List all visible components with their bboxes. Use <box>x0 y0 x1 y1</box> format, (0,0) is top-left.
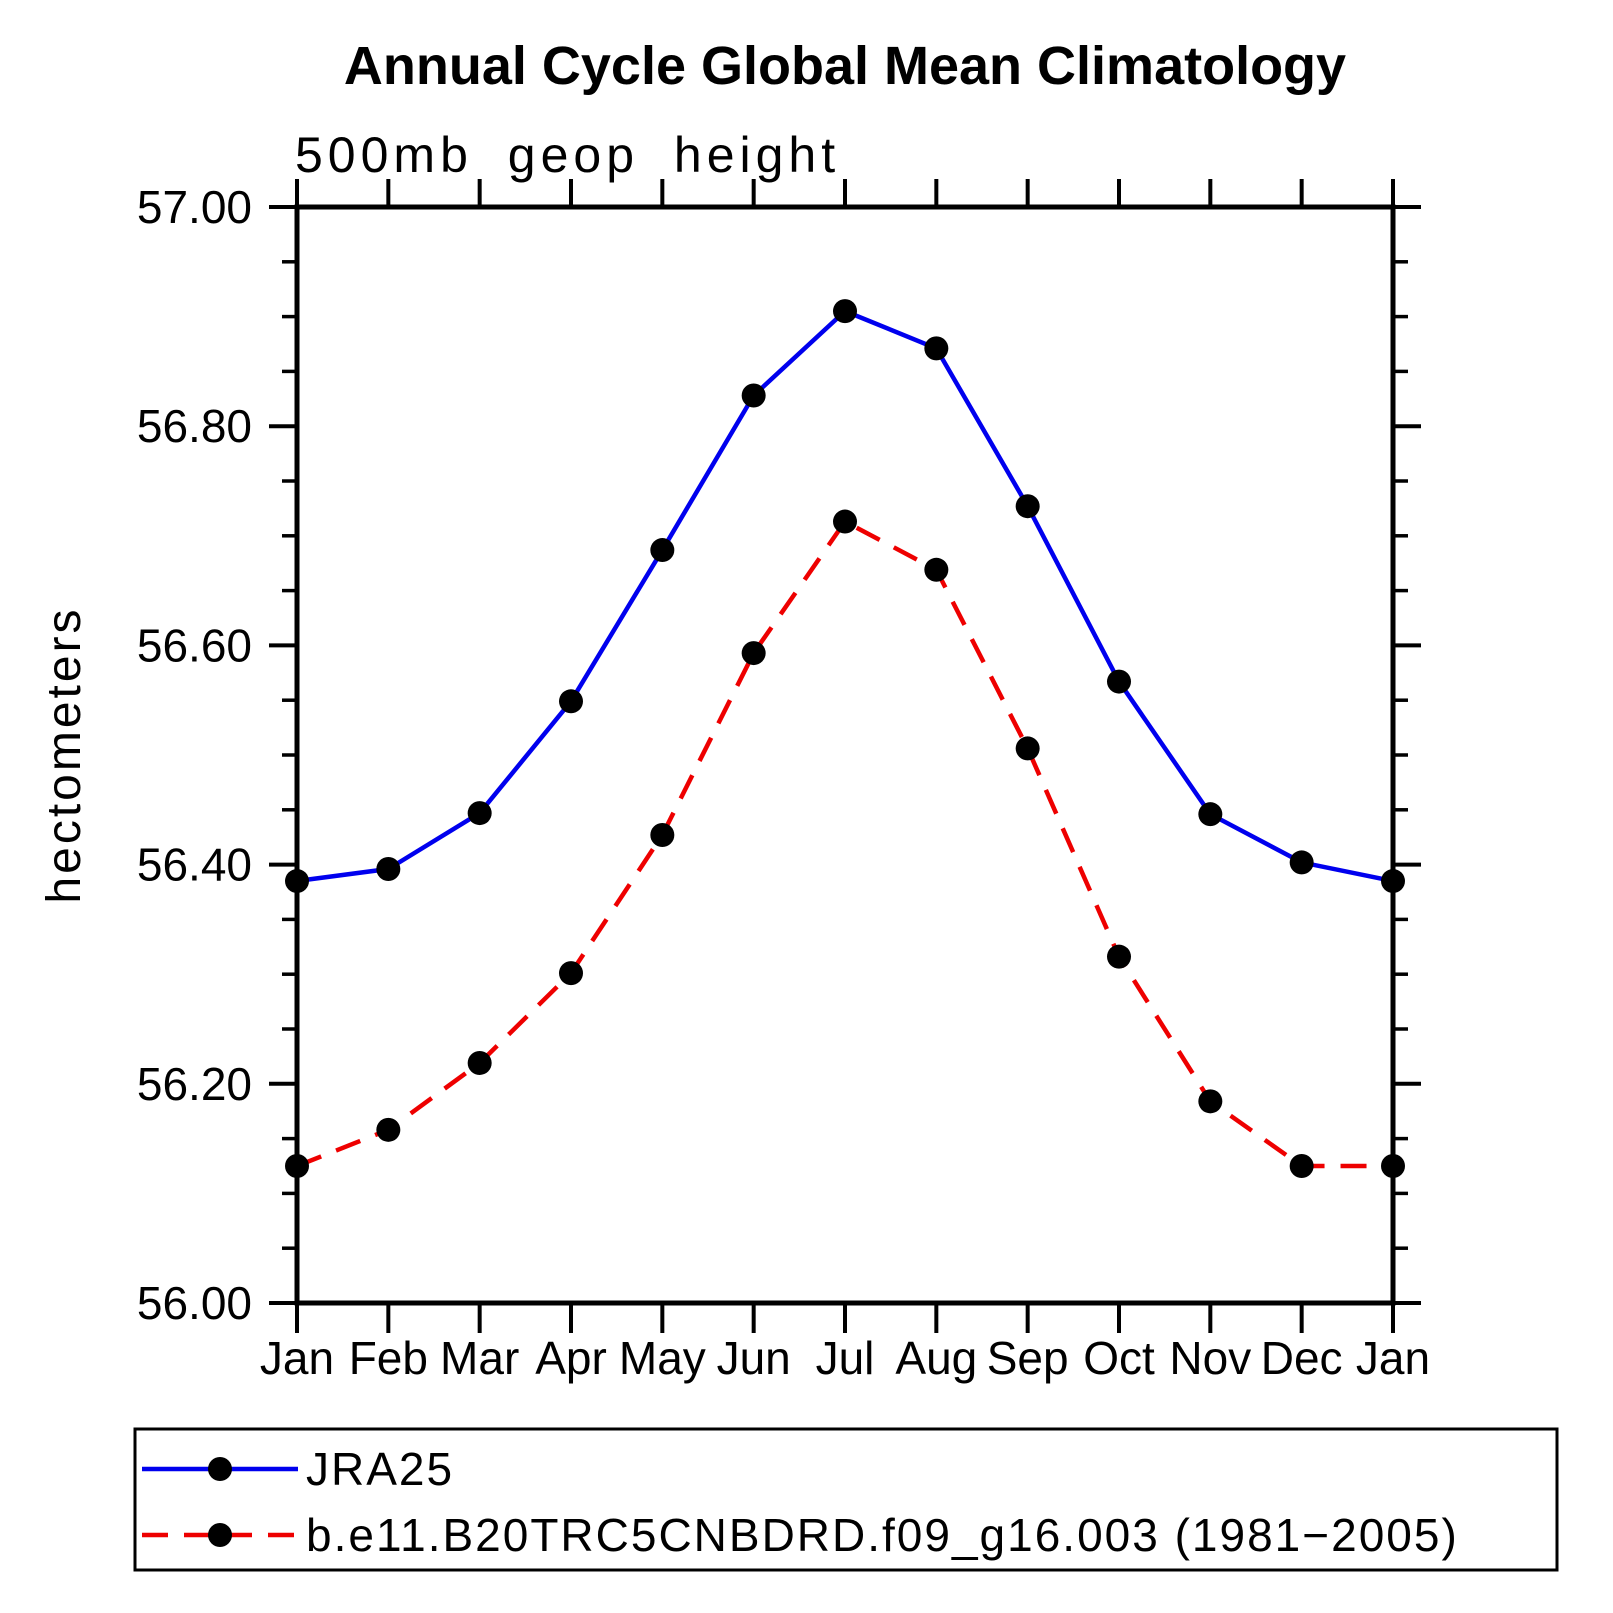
series-line-0 <box>296 308 1394 884</box>
x-tick-label: Jul <box>816 1332 875 1384</box>
y-tick-labels: 56.00 56.20 56.40 56.60 56.80 57.00 <box>137 181 252 1329</box>
data-point <box>1289 1154 1314 1178</box>
y-tick-label: 57.00 <box>137 181 252 233</box>
data-point <box>467 1050 492 1075</box>
x-tick-label: Jun <box>717 1332 791 1384</box>
data-point <box>741 383 766 408</box>
x-tick-label: Aug <box>895 1332 977 1384</box>
data-point <box>1198 1089 1223 1114</box>
data-point <box>376 856 401 881</box>
y-tick-label: 56.80 <box>137 400 252 452</box>
data-point <box>924 557 949 582</box>
data-point <box>559 689 583 714</box>
y-tick-label: 56.60 <box>137 619 252 671</box>
legend-box <box>133 1427 1559 1572</box>
axis-ticks <box>269 179 1421 1333</box>
chart-subtitle: 500mb geop height <box>295 127 840 183</box>
chart-title: Annual Cycle Global Mean Climatology <box>344 36 1346 96</box>
data-point <box>650 823 675 848</box>
data-point <box>833 299 857 324</box>
data-point <box>924 336 949 361</box>
data-point <box>741 641 766 666</box>
y-axis-label: hectometers <box>38 606 91 903</box>
legend-marker-1 <box>208 1523 232 1547</box>
x-tick-label: Feb <box>349 1332 428 1384</box>
x-tick-label: Jan <box>1356 1332 1430 1384</box>
data-point <box>1198 802 1223 827</box>
y-tick-label: 56.00 <box>137 1277 252 1329</box>
x-tick-label: Dec <box>1261 1332 1343 1384</box>
data-point <box>1289 850 1314 875</box>
data-point <box>1107 944 1131 969</box>
series-lines <box>285 299 1405 1178</box>
y-tick-label: 56.40 <box>137 839 252 891</box>
data-point <box>650 538 675 563</box>
x-tick-label: Oct <box>1083 1332 1155 1384</box>
x-tick-label: Jan <box>260 1332 334 1384</box>
x-tick-label: Apr <box>535 1332 607 1384</box>
data-point <box>376 1117 401 1142</box>
data-point <box>559 961 583 986</box>
y-tick-label: 56.20 <box>137 1058 252 1110</box>
legend-label-jra25: JRA25 <box>306 1443 454 1495</box>
series-line-1 <box>296 518 1393 1169</box>
x-tick-label: May <box>619 1332 706 1384</box>
data-point <box>833 509 857 534</box>
data-point <box>1107 669 1131 694</box>
data-point <box>467 801 492 826</box>
legend: JRA25 b.e11.B20TRC5CNBDRD.f09_g16.003 (1… <box>133 1427 1559 1572</box>
x-tick-label: Nov <box>1169 1332 1251 1384</box>
legend-marker-0 <box>208 1457 232 1481</box>
data-point <box>1015 494 1040 519</box>
plot-frame <box>294 204 1396 1306</box>
x-tick-labels: Jan Feb Mar Apr May Jun Jul Aug Sep Oct Nov Dec Jan <box>260 1332 1430 1384</box>
legend-label-model: b.e11.B20TRC5CNBDRD.f09_g16.003 (1981−20… <box>306 1509 1459 1561</box>
data-point <box>1015 736 1040 761</box>
legend-swatches <box>142 1457 298 1547</box>
x-tick-label: Sep <box>987 1332 1069 1384</box>
x-tick-label: Mar <box>440 1332 519 1384</box>
